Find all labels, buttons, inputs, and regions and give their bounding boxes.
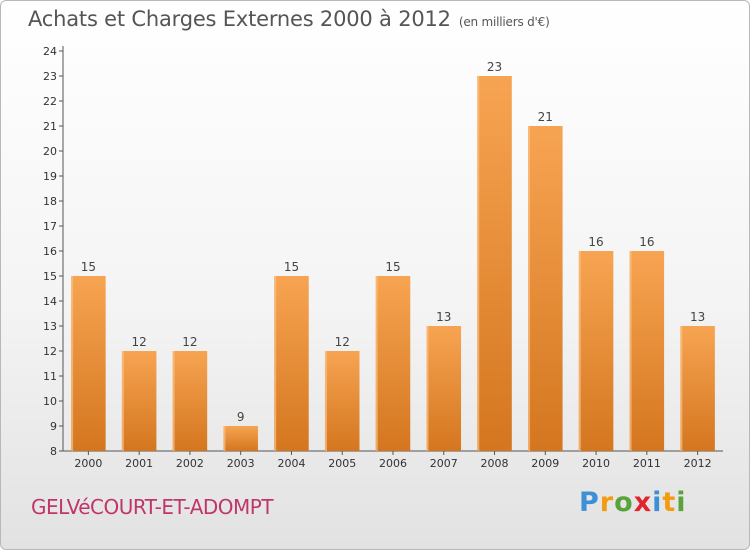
y-tick-label: 13 — [43, 320, 57, 333]
bar — [121, 351, 157, 451]
logo-letter: x — [633, 487, 653, 518]
x-tick-label: 2001 — [125, 457, 153, 470]
bar-highlight — [426, 326, 429, 451]
bar-value-label: 23 — [487, 60, 502, 74]
bar-value-label: 12 — [132, 335, 147, 349]
bar — [274, 276, 309, 451]
commune-name: GELVéCOURT-ET-ADOMPT — [31, 495, 274, 519]
logo-letter: t — [662, 487, 677, 518]
bar — [477, 76, 512, 451]
logo-letter: r — [599, 487, 615, 518]
bar-value-label: 9 — [237, 410, 245, 424]
bar — [223, 426, 258, 451]
x-tick-label: 2008 — [481, 457, 509, 470]
bar-highlight — [680, 326, 683, 451]
bar-highlight — [172, 351, 175, 451]
bar-highlight — [223, 426, 226, 451]
x-tick-label: 2009 — [531, 457, 559, 470]
y-tick-label: 12 — [43, 345, 57, 358]
x-tick-label: 2012 — [684, 457, 712, 470]
bar — [426, 326, 462, 451]
y-tick-label: 16 — [43, 245, 57, 258]
bar — [375, 276, 411, 451]
x-tick-label: 2011 — [633, 457, 661, 470]
bar-highlight — [121, 351, 124, 451]
x-tick-label: 2000 — [74, 457, 102, 470]
chart-title: Achats et Charges Externes 2000 à 2012 (e… — [28, 7, 550, 31]
bar — [324, 351, 360, 451]
y-tick-label: 23 — [43, 70, 57, 83]
bar-highlight — [375, 276, 378, 451]
bar-value-label: 16 — [639, 235, 654, 249]
bar-highlight — [528, 126, 531, 451]
y-tick-label: 9 — [50, 420, 57, 433]
bar-highlight — [324, 351, 327, 451]
bar — [172, 351, 208, 451]
bar-value-label: 15 — [284, 260, 299, 274]
y-tick-label: 19 — [43, 170, 57, 183]
x-tick-label: 2005 — [328, 457, 356, 470]
x-tick-label: 2006 — [379, 457, 407, 470]
logo-letter: i — [676, 487, 687, 518]
bar-highlight — [629, 251, 632, 451]
bar-value-label: 13 — [690, 310, 705, 324]
bar-value-label: 21 — [538, 110, 553, 124]
y-tick-label: 17 — [43, 220, 57, 233]
bar — [71, 276, 106, 451]
bar-highlight — [477, 76, 480, 451]
y-tick-label: 11 — [43, 370, 57, 383]
proxiti-logo: Proxiti — [579, 487, 687, 518]
bar — [528, 126, 563, 451]
y-tick-label: 15 — [43, 270, 57, 283]
bar — [578, 251, 614, 451]
x-tick-label: 2010 — [582, 457, 610, 470]
y-tick-label: 22 — [43, 95, 57, 108]
bar-value-label: 13 — [436, 310, 451, 324]
bar-value-label: 15 — [81, 260, 96, 274]
bar-highlight — [578, 251, 581, 451]
bar — [680, 326, 715, 451]
y-tick-label: 18 — [43, 195, 57, 208]
bar-value-label: 12 — [182, 335, 197, 349]
bar — [629, 251, 665, 451]
y-tick-label: 20 — [43, 145, 57, 158]
logo-letter: P — [579, 487, 600, 518]
bar-highlight — [274, 276, 277, 451]
x-tick-label: 2003 — [227, 457, 255, 470]
y-tick-label: 10 — [43, 395, 57, 408]
logo-letter: o — [614, 487, 634, 518]
chart-subtitle: (en milliers d'€) — [458, 15, 550, 29]
bar-value-label: 15 — [385, 260, 400, 274]
y-tick-label: 21 — [43, 120, 57, 133]
x-tick-label: 2002 — [176, 457, 204, 470]
y-tick-label: 8 — [50, 445, 57, 458]
bar-value-label: 16 — [588, 235, 603, 249]
bar-value-label: 12 — [335, 335, 350, 349]
x-tick-label: 2007 — [430, 457, 458, 470]
logo-letter: i — [652, 487, 663, 518]
y-tick-label: 24 — [43, 45, 57, 58]
y-tick-label: 14 — [43, 295, 57, 308]
bar-highlight — [71, 276, 74, 451]
x-tick-label: 2004 — [277, 457, 305, 470]
